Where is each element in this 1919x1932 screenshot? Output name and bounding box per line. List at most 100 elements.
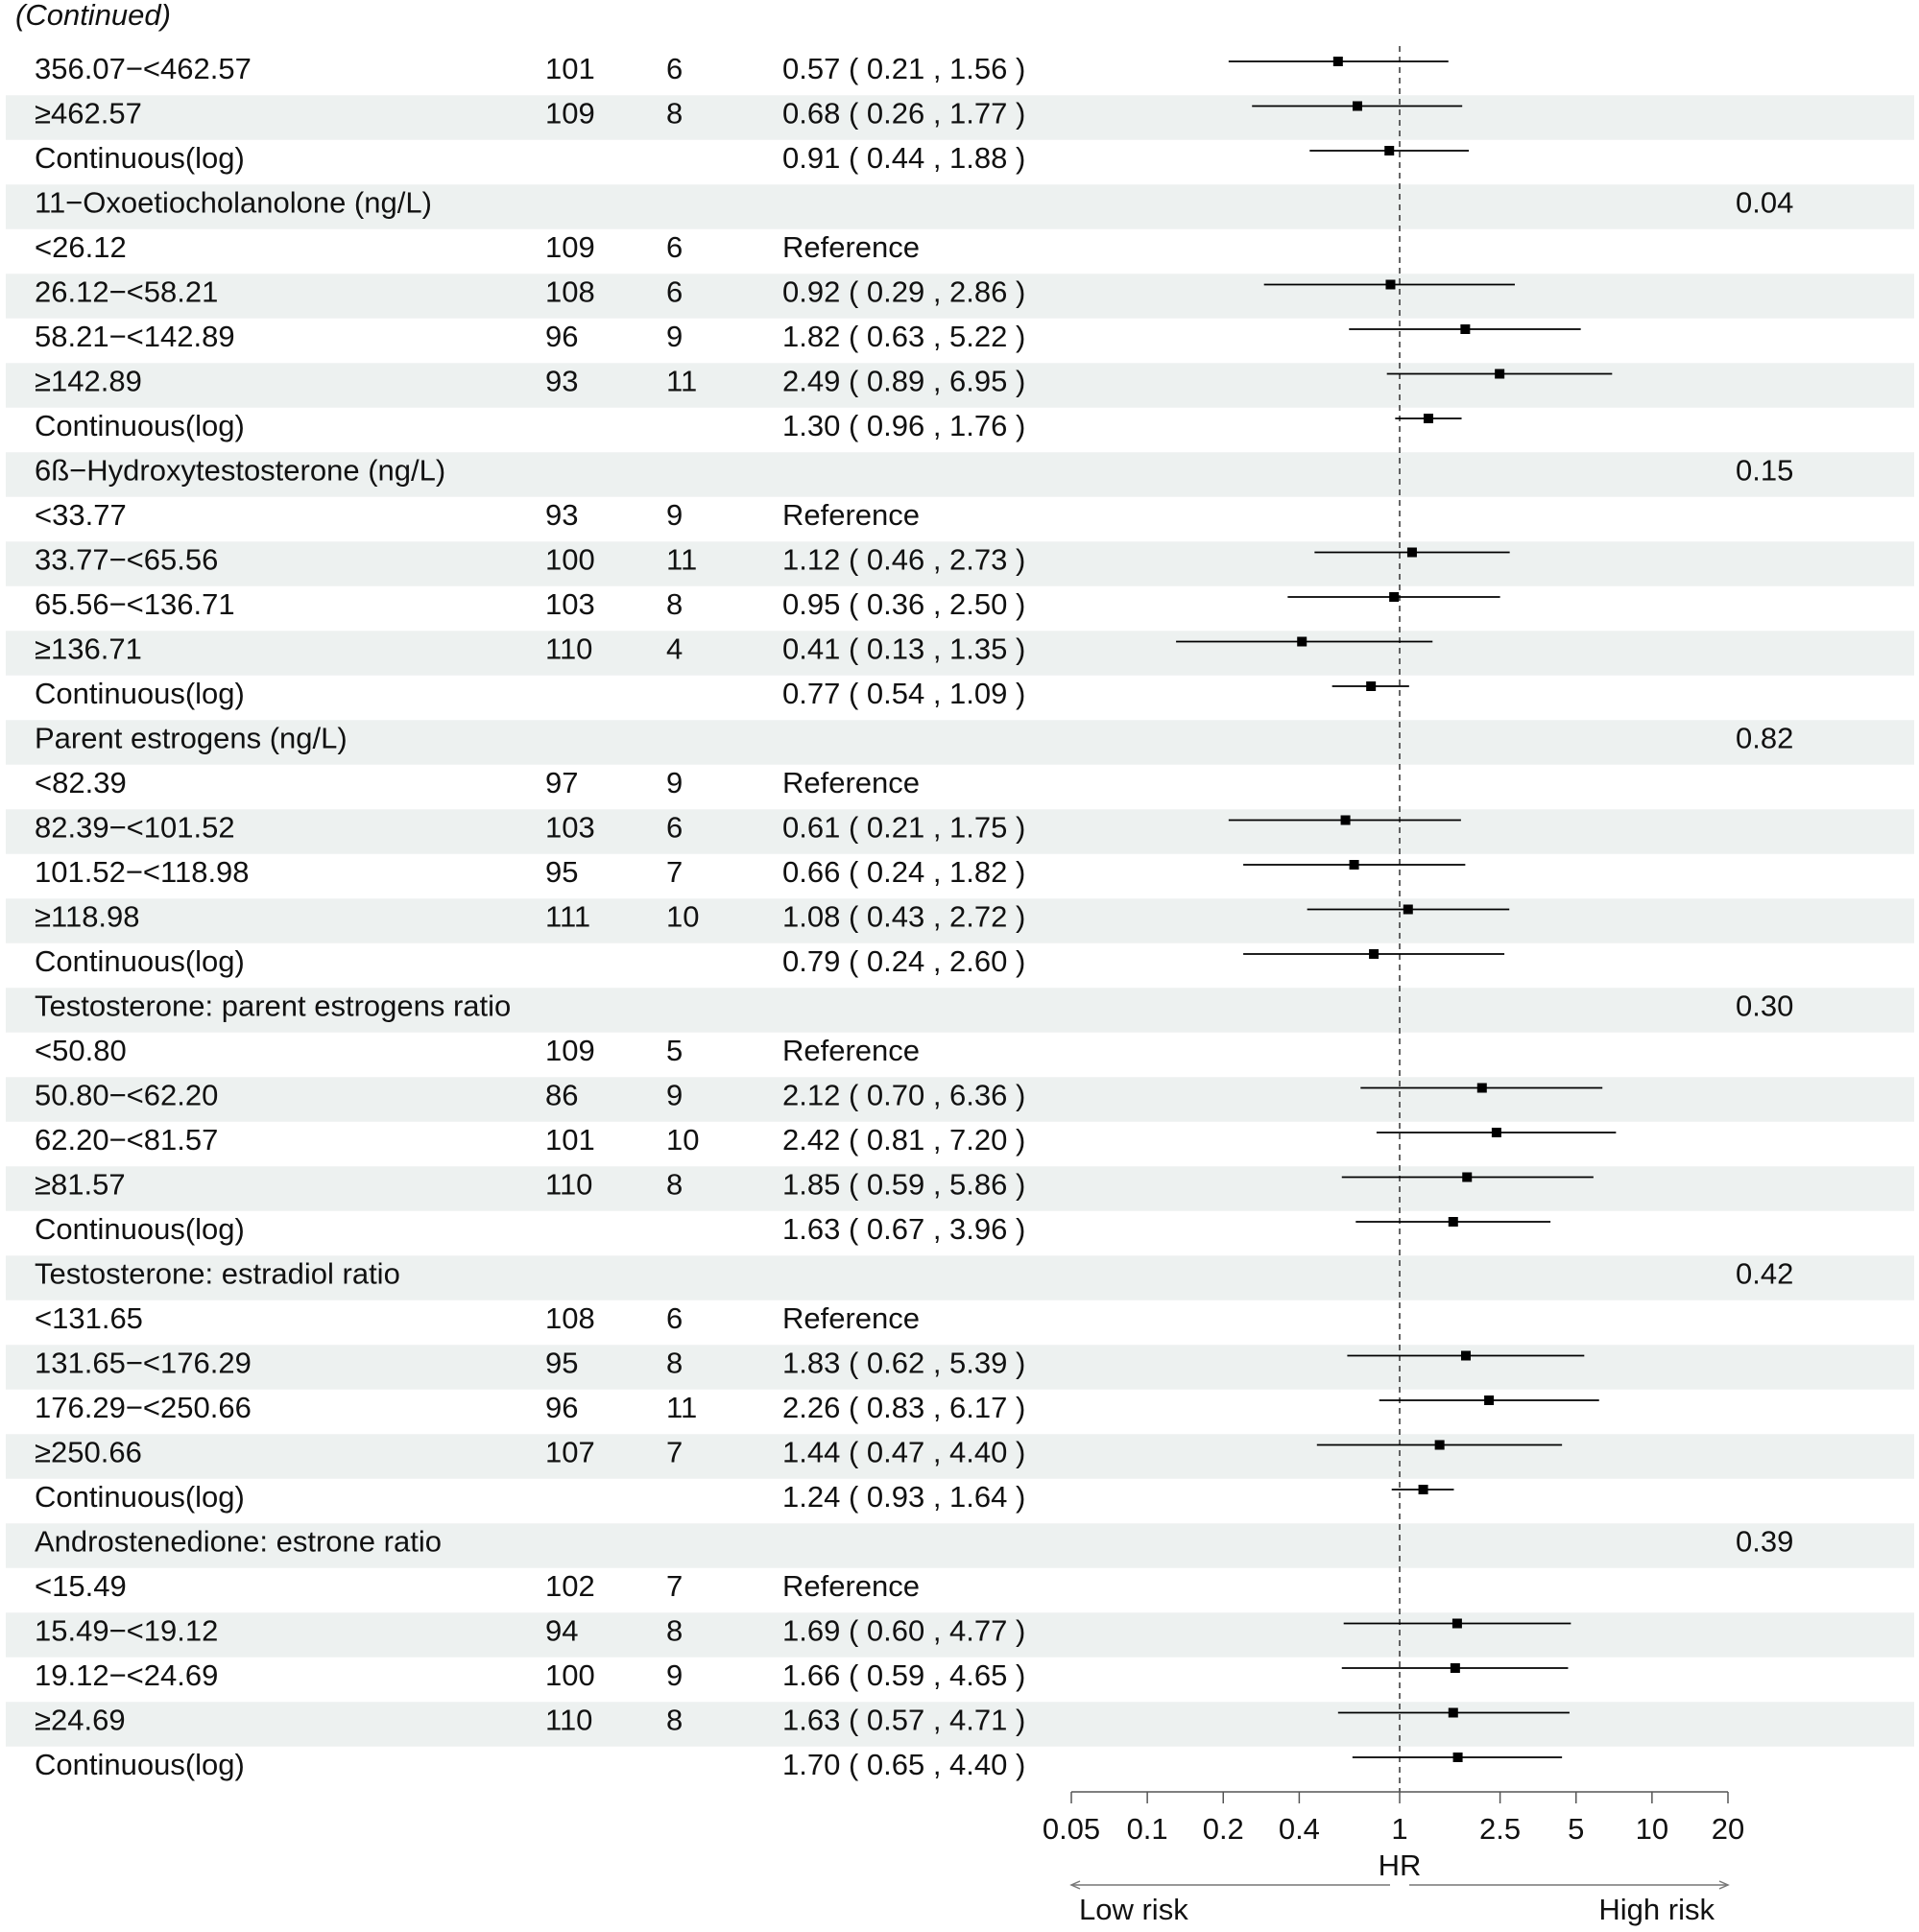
- cases-cell: 4: [666, 632, 683, 666]
- hr-marker: [1297, 636, 1307, 647]
- estimate-cell: 1.69 ( 0.60 , 4.77 ): [782, 1614, 1025, 1648]
- row-label: <50.80: [35, 1034, 127, 1067]
- estimate-cell: Reference: [782, 1034, 920, 1067]
- row-label: ≥81.57: [35, 1168, 126, 1202]
- hr-marker: [1332, 57, 1343, 66]
- row-band: [6, 898, 1914, 943]
- n-cell: 93: [545, 498, 578, 532]
- row-label: 6ß−Hydroxytestosterone (ng/L): [35, 454, 445, 488]
- row-band: [6, 631, 1914, 676]
- cases-cell: 9: [666, 766, 683, 799]
- row-label: 131.65−<176.29: [35, 1347, 252, 1380]
- row-label: 101.52−<118.98: [35, 855, 250, 889]
- estimate-cell: 2.26 ( 0.83 , 6.17 ): [782, 1391, 1025, 1424]
- hr-marker: [1462, 1172, 1473, 1182]
- row-band: [6, 1166, 1914, 1211]
- row-band: [6, 1702, 1914, 1747]
- estimate-cell: Reference: [782, 1301, 920, 1335]
- estimate-cell: 0.77 ( 0.54 , 1.09 ): [782, 677, 1025, 710]
- cases-cell: 7: [666, 1569, 683, 1603]
- hr-marker: [1491, 1128, 1501, 1137]
- row-label: ≥118.98: [35, 900, 140, 934]
- row-label: Continuous(log): [35, 1748, 245, 1781]
- row-band: [6, 1612, 1914, 1658]
- row-band: [6, 541, 1914, 586]
- cases-cell: 6: [666, 230, 683, 264]
- n-cell: 96: [545, 320, 578, 353]
- row-label: ≥142.89: [35, 365, 142, 398]
- row-label: 356.07−<462.57: [35, 52, 252, 85]
- arrow-right-head: [1718, 1880, 1730, 1890]
- hr-marker: [1451, 1618, 1462, 1629]
- cases-cell: 9: [666, 320, 683, 353]
- low-risk-label: Low risk: [1079, 1893, 1188, 1926]
- estimate-cell: 1.83 ( 0.62 , 5.39 ): [782, 1347, 1025, 1380]
- cases-cell: 8: [666, 97, 683, 131]
- row-label: Continuous(log): [35, 944, 245, 978]
- n-cell: 102: [545, 1569, 595, 1603]
- row-label: Androstenedione: estrone ratio: [35, 1525, 442, 1559]
- row-label: 33.77−<65.56: [35, 543, 218, 577]
- n-cell: 100: [545, 1658, 595, 1692]
- hr-marker: [1495, 369, 1505, 379]
- cases-cell: 7: [666, 855, 683, 889]
- cases-cell: 6: [666, 275, 683, 309]
- row-band: [6, 1434, 1914, 1479]
- row-label: Continuous(log): [35, 1480, 245, 1514]
- hr-marker: [1403, 904, 1413, 915]
- cases-cell: 10: [666, 1123, 699, 1157]
- estimate-cell: 1.82 ( 0.63 , 5.22 ): [782, 320, 1025, 353]
- p-value: 0.42: [1736, 1257, 1793, 1291]
- n-cell: 95: [545, 855, 578, 889]
- p-value: 0.15: [1736, 454, 1793, 488]
- row-label: Parent estrogens (ng/L): [35, 722, 348, 755]
- estimate-cell: Reference: [782, 230, 920, 264]
- hr-marker: [1349, 860, 1359, 870]
- estimate-cell: 0.79 ( 0.24 , 2.60 ): [782, 944, 1025, 978]
- x-tick-label: 5: [1568, 1812, 1584, 1846]
- n-cell: 109: [545, 97, 595, 131]
- cases-cell: 6: [666, 52, 683, 85]
- x-tick-label: 1: [1391, 1812, 1407, 1846]
- hr-marker: [1366, 681, 1377, 691]
- hr-marker: [1418, 1485, 1428, 1494]
- x-tick-label: 0.05: [1043, 1812, 1100, 1846]
- row-band: [6, 95, 1914, 140]
- row-label: 50.80−<62.20: [35, 1079, 218, 1112]
- estimate-cell: 1.70 ( 0.65 , 4.40 ): [782, 1748, 1025, 1781]
- n-cell: 107: [545, 1436, 595, 1469]
- hr-marker: [1460, 324, 1471, 334]
- estimate-cell: 0.57 ( 0.21 , 1.56 ): [782, 52, 1025, 85]
- p-value: 0.82: [1736, 722, 1793, 755]
- row-label: 62.20−<81.57: [35, 1123, 218, 1157]
- n-cell: 86: [545, 1079, 578, 1112]
- row-label: ≥250.66: [35, 1436, 142, 1469]
- row-band: [6, 1077, 1914, 1122]
- n-cell: 95: [545, 1347, 578, 1380]
- x-axis-label: HR: [1379, 1849, 1422, 1882]
- high-risk-label: High risk: [1598, 1893, 1715, 1926]
- p-value: 0.39: [1736, 1525, 1793, 1559]
- row-label: Testosterone: estradiol ratio: [35, 1257, 400, 1291]
- cases-cell: 8: [666, 1614, 683, 1648]
- row-label: <15.49: [35, 1569, 127, 1603]
- x-tick-label: 20: [1712, 1812, 1744, 1846]
- x-tick-label: 0.2: [1203, 1812, 1244, 1846]
- estimate-cell: 0.68 ( 0.26 , 1.77 ): [782, 97, 1025, 131]
- row-label: Continuous(log): [35, 409, 245, 442]
- n-cell: 96: [545, 1391, 578, 1424]
- row-label: 58.21−<142.89: [35, 320, 235, 353]
- p-value: 0.04: [1736, 186, 1793, 220]
- row-label: <82.39: [35, 766, 127, 799]
- hr-marker: [1476, 1083, 1487, 1093]
- cases-cell: 6: [666, 811, 683, 845]
- row-label: 65.56−<136.71: [35, 587, 235, 621]
- row-label: Testosterone: parent estrogens ratio: [35, 990, 511, 1023]
- n-cell: 101: [545, 1123, 595, 1157]
- estimate-cell: 0.95 ( 0.36 , 2.50 ): [782, 587, 1025, 621]
- n-cell: 111: [545, 900, 590, 934]
- hr-marker: [1484, 1395, 1495, 1405]
- row-label: 26.12−<58.21: [35, 275, 218, 309]
